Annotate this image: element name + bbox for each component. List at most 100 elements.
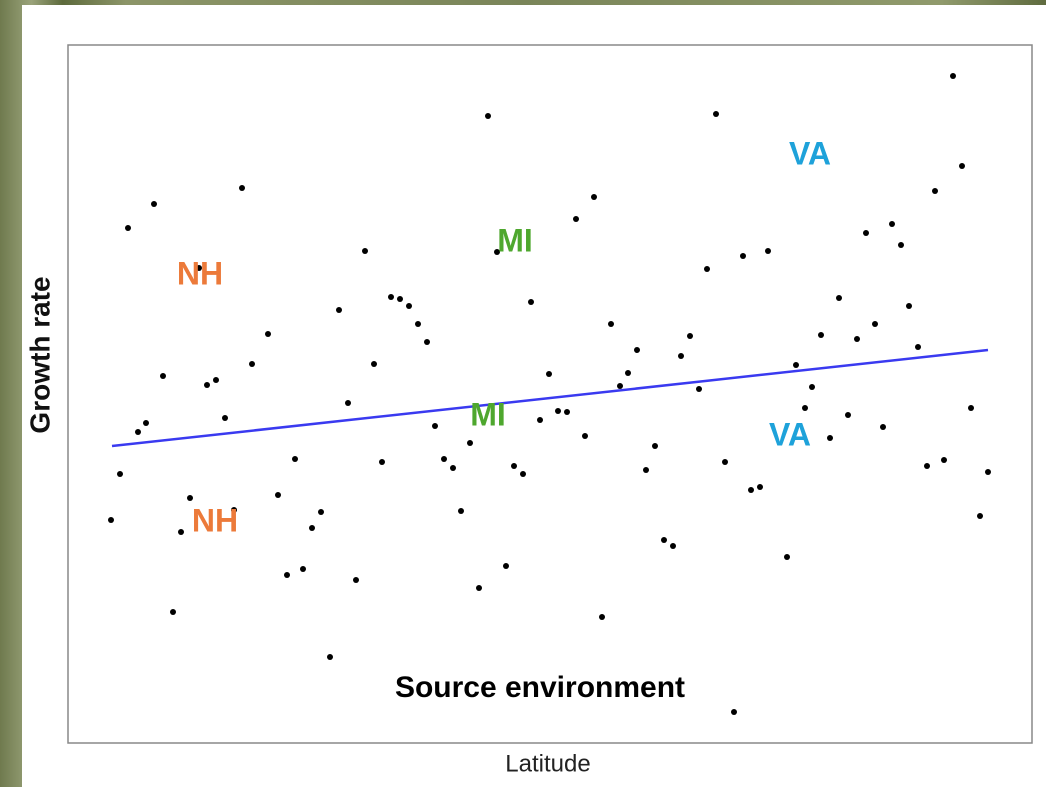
point xyxy=(555,408,561,414)
point xyxy=(863,230,869,236)
point xyxy=(599,614,605,620)
point xyxy=(151,201,157,207)
point xyxy=(889,221,895,227)
point xyxy=(371,361,377,367)
point xyxy=(503,563,509,569)
point xyxy=(765,248,771,254)
annotation: Source environment xyxy=(395,671,685,704)
point xyxy=(670,543,676,549)
chart: Latitude Growth rate NHNHMIMIVAVASource … xyxy=(0,0,1046,787)
point xyxy=(643,467,649,473)
point xyxy=(617,383,623,389)
point xyxy=(178,529,184,535)
point xyxy=(239,185,245,191)
point xyxy=(687,333,693,339)
point xyxy=(784,554,790,560)
plot-frame xyxy=(68,45,1032,743)
point xyxy=(546,371,552,377)
point xyxy=(977,513,983,519)
point xyxy=(467,440,473,446)
point xyxy=(345,400,351,406)
point xyxy=(143,420,149,426)
point xyxy=(713,111,719,117)
point xyxy=(915,344,921,350)
point xyxy=(275,492,281,498)
point xyxy=(906,303,912,309)
annotation: NH xyxy=(177,255,223,291)
point xyxy=(591,194,597,200)
point xyxy=(872,321,878,327)
point xyxy=(300,566,306,572)
point xyxy=(336,307,342,313)
annotation: VA xyxy=(789,135,831,171)
point xyxy=(406,303,412,309)
point xyxy=(415,321,421,327)
point xyxy=(458,508,464,514)
point xyxy=(292,456,298,462)
y-axis-label: Growth rate xyxy=(24,276,55,433)
point xyxy=(932,188,938,194)
point xyxy=(284,572,290,578)
point xyxy=(204,382,210,388)
point xyxy=(170,609,176,615)
annotation: MI xyxy=(470,396,506,432)
point xyxy=(528,299,534,305)
point xyxy=(318,509,324,515)
point xyxy=(582,433,588,439)
point xyxy=(309,525,315,531)
point xyxy=(222,415,228,421)
point xyxy=(608,321,614,327)
point xyxy=(880,424,886,430)
point xyxy=(213,377,219,383)
point xyxy=(117,471,123,477)
point xyxy=(793,362,799,368)
point xyxy=(327,654,333,660)
point xyxy=(661,537,667,543)
point xyxy=(160,373,166,379)
point xyxy=(564,409,570,415)
point xyxy=(511,463,517,469)
point xyxy=(125,225,131,231)
point xyxy=(950,73,956,79)
point xyxy=(353,577,359,583)
point xyxy=(854,336,860,342)
point xyxy=(485,113,491,119)
point xyxy=(845,412,851,418)
point xyxy=(740,253,746,259)
point xyxy=(135,429,141,435)
point xyxy=(537,417,543,423)
annotation: NH xyxy=(192,502,238,538)
point xyxy=(941,457,947,463)
point xyxy=(634,347,640,353)
point xyxy=(678,353,684,359)
point xyxy=(625,370,631,376)
point xyxy=(424,339,430,345)
point xyxy=(968,405,974,411)
point xyxy=(388,294,394,300)
point xyxy=(652,443,658,449)
point xyxy=(959,163,965,169)
point xyxy=(476,585,482,591)
point xyxy=(249,361,255,367)
point xyxy=(362,248,368,254)
point xyxy=(836,295,842,301)
point xyxy=(450,465,456,471)
point xyxy=(818,332,824,338)
point xyxy=(757,484,763,490)
point xyxy=(441,456,447,462)
point xyxy=(379,459,385,465)
point xyxy=(924,463,930,469)
point xyxy=(704,266,710,272)
point xyxy=(696,386,702,392)
point xyxy=(520,471,526,477)
x-axis-label: Latitude xyxy=(505,750,590,777)
point xyxy=(731,709,737,715)
point xyxy=(722,459,728,465)
point xyxy=(187,495,193,501)
annotation: VA xyxy=(769,416,811,452)
point xyxy=(985,469,991,475)
point xyxy=(397,296,403,302)
point xyxy=(432,423,438,429)
point xyxy=(898,242,904,248)
point xyxy=(809,384,815,390)
